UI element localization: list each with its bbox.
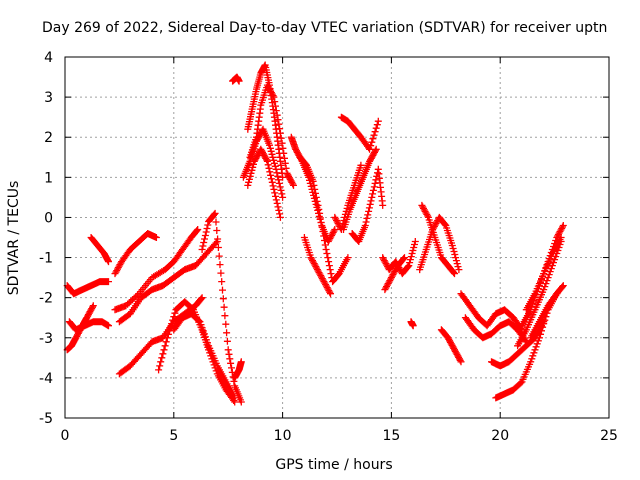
series-track-23 — [337, 113, 382, 153]
data-point-markers — [407, 318, 417, 330]
x-tick-label: 5 — [169, 428, 178, 444]
data-point-markers — [348, 165, 387, 245]
series-track-28 — [416, 213, 463, 274]
data-point-markers — [488, 318, 548, 370]
series-track-5 — [111, 230, 160, 278]
data-point-markers — [381, 254, 408, 294]
y-tick-label: 3 — [44, 90, 53, 106]
data-point-markers — [244, 145, 284, 221]
data-point-markers — [416, 213, 463, 274]
series-track-17 — [244, 145, 284, 221]
data-point-markers — [514, 238, 565, 350]
x-tick-label: 15 — [382, 428, 400, 444]
x-tick-label: 0 — [61, 428, 70, 444]
series-track-22 — [340, 145, 380, 233]
y-tick-label: 2 — [44, 130, 53, 146]
series-track-24 — [348, 165, 387, 245]
series-track-19 — [296, 153, 352, 286]
series-track-30 — [437, 326, 465, 366]
series-track-35 — [514, 238, 565, 350]
x-tick-label: 25 — [600, 428, 618, 444]
data-point-markers — [63, 278, 112, 298]
y-tick-label: 0 — [44, 210, 53, 226]
series-track-1 — [63, 278, 112, 298]
y-tick-label: 1 — [44, 170, 53, 186]
y-tick-label: 4 — [44, 50, 53, 66]
series-track-4 — [87, 234, 112, 266]
data-point-markers — [457, 290, 526, 334]
data-point-markers — [340, 145, 380, 233]
y-tick-label: -2 — [39, 291, 53, 307]
data-point-markers — [527, 282, 567, 342]
data-point-markers — [239, 125, 287, 201]
data-point-markers — [379, 238, 419, 278]
data-point-markers — [337, 113, 382, 153]
data-point-markers — [87, 234, 112, 266]
x-tick-label: 10 — [274, 428, 292, 444]
y-tick-label: -3 — [39, 331, 53, 347]
chart-title: Day 269 of 2022, Sidereal Day-to-day VTE… — [42, 20, 608, 36]
data-point-markers — [111, 230, 160, 278]
plot-frame — [64, 56, 610, 419]
series-track-27 — [407, 318, 417, 330]
series-track-10 — [170, 310, 239, 402]
series-track-7 — [115, 238, 221, 326]
data-point-markers — [418, 201, 458, 278]
series-track-12 — [231, 358, 245, 382]
data-point-markers — [170, 310, 239, 402]
y-tick-label: -4 — [39, 371, 53, 387]
series-track-38 — [527, 282, 567, 342]
series-track-15 — [246, 81, 297, 189]
data-point-markers — [231, 358, 245, 382]
data-point-markers — [437, 326, 465, 366]
data-point-markers — [461, 314, 530, 346]
series-track-26 — [381, 254, 408, 294]
y-axis-label: SDTVAR / TECUs — [6, 180, 22, 296]
series-track-3 — [65, 318, 112, 334]
series-track-20 — [300, 234, 334, 298]
data-point-markers — [111, 226, 202, 314]
x-axis-label: GPS time / hours — [275, 457, 393, 473]
data-point-markers — [296, 153, 352, 286]
series-track-37 — [522, 234, 565, 314]
series-track-16 — [239, 125, 287, 201]
series-track-33 — [488, 318, 548, 370]
series-track-9 — [155, 298, 239, 406]
series-track-29 — [418, 201, 458, 278]
data-point-markers — [65, 318, 112, 334]
series-track-6 — [111, 226, 202, 314]
data-point-markers — [300, 234, 334, 298]
series-track-32 — [461, 314, 530, 346]
y-tick-label: -1 — [39, 251, 53, 267]
series-track-25 — [379, 238, 419, 278]
x-tick-label: 20 — [491, 428, 509, 444]
data-point-markers — [155, 298, 239, 406]
data-point-markers — [246, 81, 297, 189]
series-track-13 — [229, 73, 243, 85]
data-point-markers — [229, 73, 243, 85]
series-track-31 — [457, 290, 526, 334]
data-point-markers — [522, 234, 565, 314]
data-points — [63, 61, 567, 406]
data-point-markers — [115, 238, 221, 326]
y-tick-label: -5 — [39, 411, 53, 427]
axis-ticks: 0 5 10 15 20 25 -5 -4 -3 -2 -1 0 1 2 3 4 — [39, 50, 618, 444]
